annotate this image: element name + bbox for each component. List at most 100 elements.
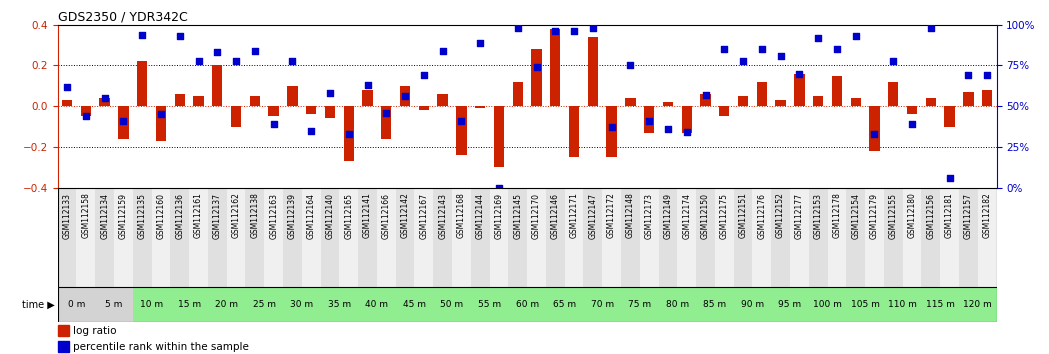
Bar bbox=[701, 94, 710, 106]
Text: 60 m: 60 m bbox=[515, 300, 539, 309]
Point bbox=[97, 95, 113, 101]
Point bbox=[885, 58, 902, 63]
Text: GSM112146: GSM112146 bbox=[551, 193, 560, 239]
Bar bbox=[119, 106, 129, 139]
Point bbox=[791, 71, 808, 76]
Point bbox=[753, 46, 770, 52]
Point bbox=[772, 53, 789, 58]
Bar bbox=[847, 188, 865, 287]
Text: GSM112141: GSM112141 bbox=[363, 193, 372, 239]
Point bbox=[115, 118, 132, 124]
Bar bbox=[58, 341, 69, 353]
Text: 50 m: 50 m bbox=[441, 300, 464, 309]
Bar bbox=[471, 287, 509, 322]
Bar bbox=[452, 188, 471, 287]
Text: 120 m: 120 m bbox=[963, 300, 992, 309]
Text: GSM112169: GSM112169 bbox=[494, 193, 504, 239]
Bar bbox=[959, 188, 978, 287]
Bar bbox=[231, 106, 241, 127]
Bar bbox=[720, 106, 729, 116]
Bar bbox=[809, 287, 847, 322]
Bar bbox=[114, 188, 133, 287]
Bar bbox=[344, 106, 354, 161]
Bar bbox=[358, 287, 395, 322]
Bar bbox=[545, 287, 583, 322]
Text: GSM112139: GSM112139 bbox=[287, 193, 297, 239]
Text: GSM112160: GSM112160 bbox=[156, 193, 166, 239]
Text: GSM112148: GSM112148 bbox=[626, 193, 635, 239]
Text: time ▶: time ▶ bbox=[22, 299, 55, 309]
Point bbox=[547, 28, 563, 34]
Text: 20 m: 20 m bbox=[215, 300, 238, 309]
Text: GSM112142: GSM112142 bbox=[401, 193, 409, 239]
Text: GSM112144: GSM112144 bbox=[475, 193, 485, 239]
Bar bbox=[925, 98, 936, 106]
Point bbox=[322, 90, 339, 96]
Bar bbox=[339, 188, 358, 287]
Bar bbox=[283, 188, 302, 287]
Bar bbox=[870, 106, 880, 151]
Bar bbox=[963, 92, 973, 106]
Bar bbox=[678, 188, 697, 287]
Bar bbox=[756, 82, 767, 106]
Bar bbox=[490, 188, 509, 287]
Bar bbox=[81, 106, 91, 116]
Point bbox=[848, 33, 864, 39]
Bar bbox=[733, 188, 752, 287]
Text: GSM112172: GSM112172 bbox=[607, 193, 616, 239]
Bar bbox=[283, 287, 321, 322]
Point bbox=[960, 73, 977, 78]
Text: 75 m: 75 m bbox=[628, 300, 651, 309]
Point bbox=[903, 121, 920, 127]
Bar bbox=[212, 65, 222, 106]
Bar bbox=[287, 86, 298, 106]
Point bbox=[359, 82, 376, 88]
Text: GSM112181: GSM112181 bbox=[945, 193, 955, 238]
Point bbox=[397, 93, 413, 99]
Bar bbox=[193, 96, 204, 106]
Point bbox=[528, 64, 544, 70]
Text: GSM112145: GSM112145 bbox=[513, 193, 522, 239]
Bar bbox=[95, 188, 114, 287]
Bar bbox=[884, 287, 921, 322]
Bar bbox=[790, 188, 809, 287]
Bar bbox=[362, 90, 372, 106]
Text: 115 m: 115 m bbox=[926, 300, 955, 309]
Text: GSM112177: GSM112177 bbox=[795, 193, 804, 239]
Bar bbox=[606, 106, 617, 157]
Text: 105 m: 105 m bbox=[851, 300, 879, 309]
Text: 65 m: 65 m bbox=[553, 300, 576, 309]
Point bbox=[715, 46, 732, 52]
Bar bbox=[832, 76, 842, 106]
Point bbox=[284, 58, 301, 63]
Text: GSM112134: GSM112134 bbox=[100, 193, 109, 239]
Bar bbox=[245, 188, 264, 287]
Bar bbox=[828, 188, 847, 287]
Bar bbox=[847, 287, 884, 322]
Point bbox=[734, 58, 751, 63]
Text: 35 m: 35 m bbox=[327, 300, 351, 309]
Point bbox=[228, 58, 244, 63]
Bar bbox=[513, 82, 522, 106]
Bar bbox=[813, 96, 823, 106]
Bar bbox=[940, 188, 959, 287]
Text: GSM112152: GSM112152 bbox=[776, 193, 785, 239]
Bar bbox=[395, 188, 414, 287]
Point bbox=[641, 118, 658, 124]
Point bbox=[247, 48, 263, 54]
Bar bbox=[302, 188, 321, 287]
Bar bbox=[377, 188, 395, 287]
Text: GSM112164: GSM112164 bbox=[306, 193, 316, 239]
Bar bbox=[583, 188, 602, 287]
Text: 90 m: 90 m bbox=[741, 300, 764, 309]
Bar bbox=[921, 188, 940, 287]
Text: 80 m: 80 m bbox=[666, 300, 689, 309]
Bar bbox=[527, 188, 545, 287]
Text: GSM112180: GSM112180 bbox=[907, 193, 917, 239]
Bar bbox=[697, 188, 714, 287]
Bar bbox=[907, 106, 917, 114]
Point bbox=[810, 35, 827, 41]
Bar bbox=[550, 29, 560, 106]
Bar bbox=[151, 188, 170, 287]
Bar bbox=[775, 100, 786, 106]
